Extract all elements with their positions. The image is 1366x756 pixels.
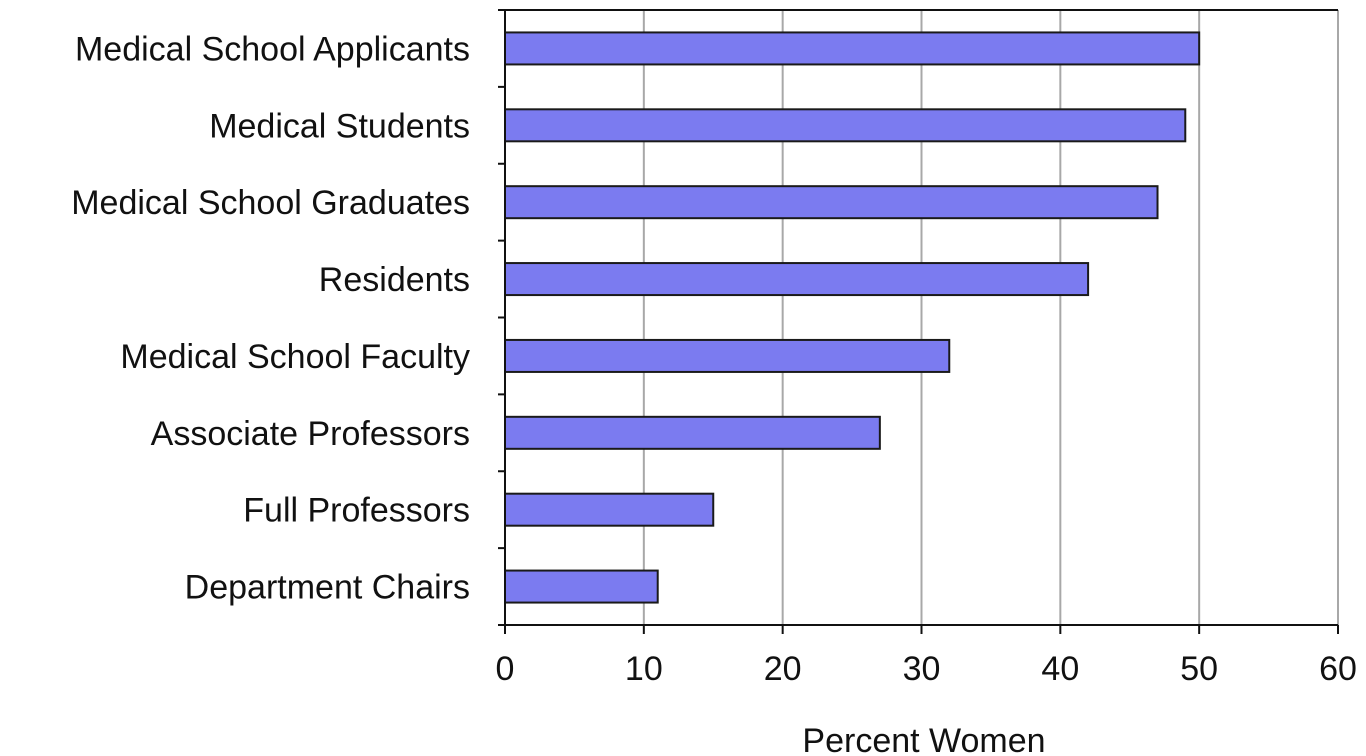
x-tick-label-0: 0: [496, 650, 515, 688]
x-tick-labels: 0 10 20 30 40 50 60: [496, 650, 1357, 688]
category-label-3: Residents: [319, 261, 470, 299]
bars: [504, 31, 1201, 604]
x-tick-label-10: 10: [625, 650, 663, 688]
x-tick-label-50: 50: [1180, 650, 1218, 688]
category-label-0: Medical School Applicants: [75, 30, 470, 68]
category-label-4: Medical School Faculty: [120, 338, 470, 376]
category-labels: Medical School Applicants Medical Student…: [71, 30, 470, 606]
bar-1: [504, 108, 1187, 143]
category-label-2: Medical School Graduates: [71, 184, 470, 222]
x-tick-label-40: 40: [1041, 650, 1079, 688]
category-label-6: Full Professors: [243, 492, 470, 530]
grid-lines: [642, 10, 1339, 625]
category-label-1: Medical Students: [209, 107, 470, 145]
bar-4: [504, 338, 951, 373]
bar-2: [504, 185, 1159, 220]
category-label-7: Department Chairs: [185, 569, 470, 607]
bar-6: [504, 492, 715, 527]
x-tick-label-20: 20: [764, 650, 802, 688]
bar-3: [504, 262, 1090, 297]
bar-5: [504, 415, 881, 450]
x-axis-title: Percent Women: [802, 722, 1045, 756]
category-label-5: Associate Professors: [151, 415, 470, 453]
bar-7: [504, 569, 659, 604]
x-tick-label-60: 60: [1319, 650, 1357, 688]
axes: [498, 9, 1339, 634]
bar-0: [504, 31, 1201, 66]
x-tick-label-30: 30: [903, 650, 941, 688]
